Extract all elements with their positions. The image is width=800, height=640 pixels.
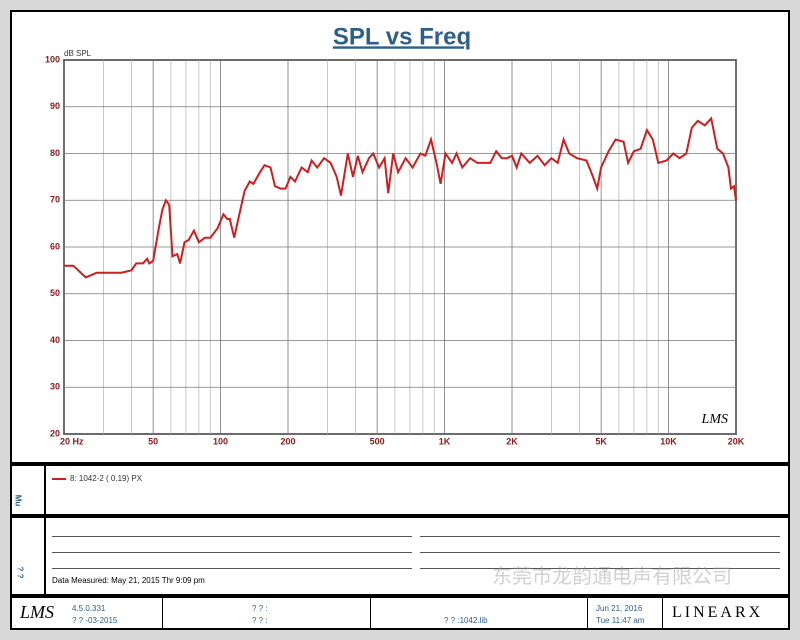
divider	[44, 518, 46, 594]
divider	[662, 598, 663, 628]
divider	[44, 466, 46, 514]
footer: LMS 4.5.0.331 ? ? -03-2015 ? ? : ? ? : ?…	[10, 596, 790, 630]
time: Tue 11:47 am	[596, 616, 645, 625]
y-tick-label: 60	[50, 241, 60, 251]
y-tick-label: 20	[50, 428, 60, 438]
data-line	[64, 116, 737, 279]
chart-title: SPL vs Freq	[333, 23, 471, 50]
measured-date: Data Measured: May 21, 2015 Thr 9:09 pm	[52, 576, 205, 585]
y-tick-label: 100	[45, 54, 60, 64]
legend: 8: 1042-2 ( 0.19) PX	[52, 474, 142, 483]
brand: LINEARX	[672, 604, 764, 621]
note-line	[52, 552, 412, 553]
y-axis-label: dB SPL	[64, 49, 92, 58]
legend-panel: Mu 8: 1042-2 ( 0.19) PX	[10, 464, 790, 516]
y-tick-label: 70	[50, 195, 60, 205]
note-line	[52, 536, 412, 537]
notes-panel: ? ? Data Measured: May 21, 2015 Thr 9:09…	[10, 516, 790, 596]
x-tick-label: 50	[148, 436, 158, 446]
x-tick-label: 2K	[506, 436, 518, 446]
side-label: Mu	[13, 494, 23, 507]
x-tick-label: 1K	[439, 436, 451, 446]
legend-entry: 8: 1042-2 ( 0.19) PX	[52, 474, 142, 483]
x-tick-label: 5K	[595, 436, 607, 446]
y-tick-label: 50	[50, 288, 60, 298]
watermark: 东莞市龙韵通电声有限公司	[492, 566, 732, 588]
x-tick-label: 200	[280, 436, 295, 446]
legend-swatch	[52, 477, 66, 480]
y-tick-label: 80	[50, 148, 60, 158]
version: 4.5.0.331	[72, 604, 106, 613]
side-label: ? ?	[15, 566, 25, 579]
footer-logo: LMS	[20, 602, 55, 622]
y-tick-label: 40	[50, 335, 60, 345]
note-line	[420, 552, 780, 553]
x-tick-label: 20 Hz	[60, 436, 84, 446]
divider	[162, 598, 163, 628]
plot-logo: LMS	[701, 412, 728, 427]
note-line	[420, 568, 780, 569]
y-tick-label: 90	[50, 101, 60, 111]
field: ? ? :	[252, 604, 268, 613]
legend-label: 8: 1042-2 ( 0.19) PX	[70, 474, 143, 483]
x-tick-label: 20K	[728, 436, 745, 446]
divider	[370, 598, 371, 628]
y-tick-label: 30	[50, 382, 60, 392]
x-tick-label: 100	[213, 436, 228, 446]
note-line	[52, 568, 412, 569]
x-tick-label: 500	[370, 436, 385, 446]
library: ? ? :1042.lib	[444, 616, 488, 625]
chart: SPL vs Freq dB SPL 20 30 40 50 60 70 80 90 100 20…	[45, 23, 745, 446]
x-tick-label: 10K	[660, 436, 677, 446]
date: Jun 21, 2016	[596, 604, 643, 613]
chart-panel: SPL vs Freq dB SPL 20 30 40 50 60 70 80 90 100 20…	[10, 10, 790, 464]
field: ? ? :	[252, 616, 268, 625]
build-date: ? ? -03-2015	[72, 616, 118, 625]
note-line	[420, 536, 780, 537]
divider	[587, 598, 588, 628]
